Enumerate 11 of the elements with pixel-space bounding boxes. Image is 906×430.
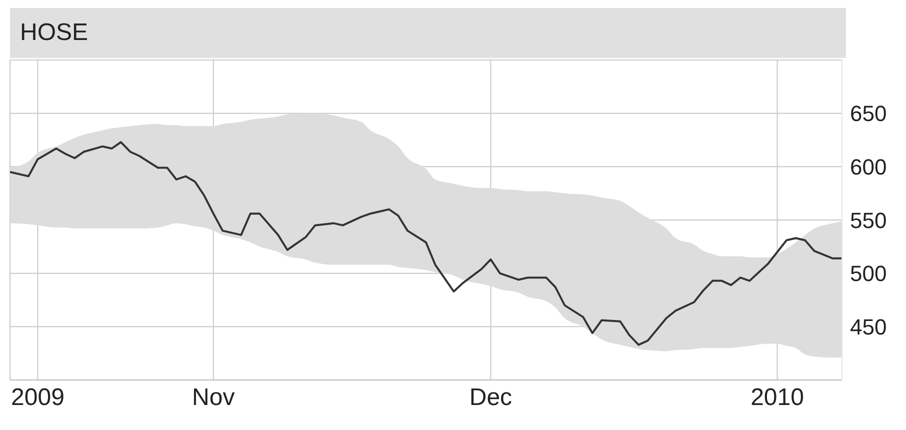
y-tick-label: 550 <box>850 208 887 233</box>
y-tick-label: 600 <box>850 154 887 180</box>
chart-title: HOSE <box>10 8 846 58</box>
x-tick-label: 2009 <box>11 384 64 412</box>
line-series <box>10 141 842 346</box>
y-tick-label: 450 <box>850 314 887 340</box>
x-tick-label: 2010 <box>750 384 804 412</box>
y-tick-label: 500 <box>850 261 887 286</box>
y-tick-label: 650 <box>850 101 887 126</box>
x-tick-label: Nov <box>192 384 235 412</box>
x-tick-label: Dec <box>469 384 512 412</box>
